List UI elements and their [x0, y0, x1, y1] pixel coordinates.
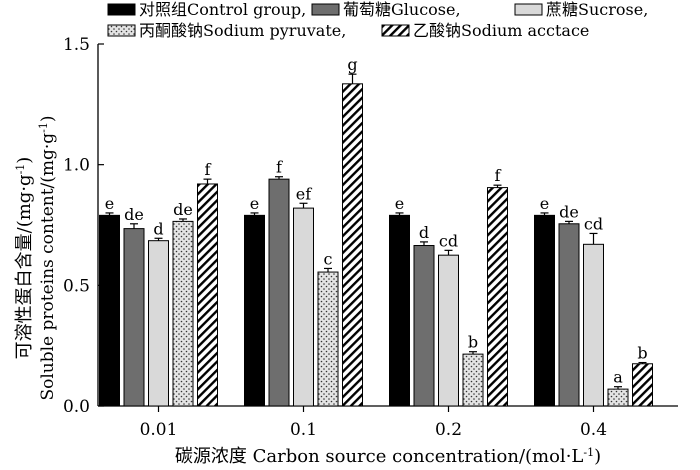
significance-letter: de — [559, 202, 579, 221]
significance-letter: a — [613, 368, 623, 387]
legend: 对照组Control group, 葡萄糖Glucose, 蔗糖Sucrose, 丙酮… — [107, 0, 648, 40]
bar — [389, 214, 410, 407]
bar — [632, 363, 653, 407]
x-tick-label: 0.1 — [290, 420, 317, 440]
significance-letter: cd — [584, 214, 603, 233]
significance-letter: b — [468, 333, 478, 352]
significance-letter: b — [637, 344, 647, 363]
legend-swatch — [107, 3, 136, 16]
bar — [148, 240, 169, 407]
legend-label: 葡萄糖Glucose, — [343, 0, 461, 19]
y-tick-label: 0.0 — [63, 397, 90, 417]
y-axis-label: 可溶性蛋白含量/(mg·g-1) Soluble proteins conten… — [14, 115, 59, 400]
bar — [172, 220, 194, 407]
significance-letter: de — [173, 200, 193, 219]
bar — [244, 214, 265, 407]
legend-label: 蔗糖Sucrose, — [546, 0, 648, 19]
legend-label: 乙酸钠Sodium acctace — [413, 21, 589, 40]
bar — [197, 183, 218, 407]
legend-swatch — [311, 3, 340, 16]
legend-swatch — [107, 24, 136, 37]
x-tick-label: 0.01 — [140, 420, 178, 440]
significance-letter: e — [105, 194, 114, 213]
significance-letter: ef — [296, 184, 312, 203]
y-tick-label: 0.5 — [63, 276, 90, 296]
x-axis-label: 碳源浓度 Carbon source concentration/(mol·L-… — [175, 446, 601, 468]
bar — [413, 245, 435, 407]
significance-letter: f — [276, 158, 283, 177]
x-ticks: 0.01 0.1 0.2 0.4 — [140, 406, 607, 440]
bar — [487, 187, 508, 407]
legend-label: 对照组Control group, — [139, 0, 306, 19]
significance-letter: f — [495, 166, 502, 185]
bar — [534, 214, 555, 407]
legend-swatch — [514, 3, 543, 16]
plot-frame — [97, 44, 678, 407]
significance-letter: d — [153, 219, 163, 238]
legend-swatch — [381, 24, 410, 37]
bar — [317, 271, 339, 407]
y-tick-label: 1.0 — [63, 156, 90, 176]
significance-letter: e — [395, 194, 404, 213]
legend-label: 丙酮酸钠Sodium pyruvate, — [139, 21, 346, 40]
significance-letter: e — [540, 194, 549, 213]
significance-letter: cd — [439, 231, 458, 250]
x-tick-label: 0.4 — [580, 420, 607, 440]
y-axis-label-en: Soluble proteins content/(mg·g-1) — [37, 115, 59, 400]
y-ticks: 0.0 0.5 1.0 1.5 — [63, 35, 104, 417]
y-tick-label: 1.5 — [63, 35, 90, 55]
significance-letter: e — [250, 194, 259, 213]
bar — [558, 223, 580, 407]
significance-letter: f — [205, 160, 212, 179]
bar — [462, 353, 484, 407]
bar — [583, 243, 604, 407]
bar — [607, 388, 629, 407]
significance-letter: de — [124, 205, 144, 224]
x-tick-label: 0.2 — [435, 420, 462, 440]
bar — [268, 178, 290, 407]
significance-letter: g — [347, 55, 357, 74]
y-axis-label-cn: 可溶性蛋白含量/(mg·g-1) — [14, 157, 36, 360]
bar — [438, 254, 459, 407]
bar — [342, 83, 363, 407]
significance-letter: d — [419, 223, 429, 242]
significance-letter: c — [324, 249, 333, 268]
bar — [99, 214, 120, 407]
bar — [123, 228, 145, 407]
bar — [293, 207, 314, 407]
